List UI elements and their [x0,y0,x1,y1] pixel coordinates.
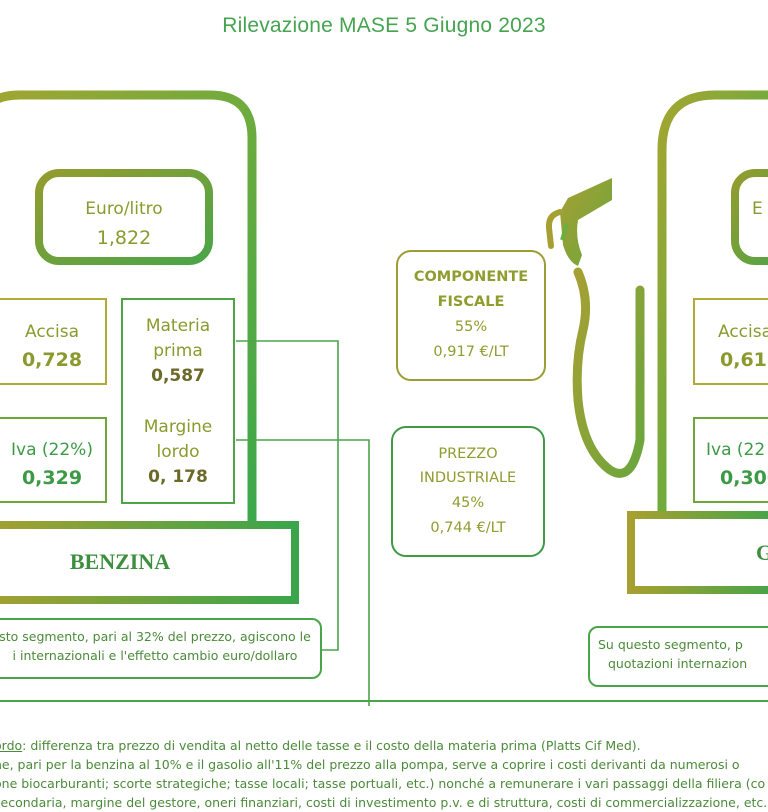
gasolio-accisa-label: Accisa [718,322,768,342]
footer-text: ordo: differenza tra prezzo di vendita a… [0,736,768,812]
footer-term: ordo [0,738,23,753]
componente-fiscale-label-2: FISCALE [437,294,505,310]
margine-label-1: Margine [143,417,213,437]
prezzo-industriale-percent: 45% [451,495,485,511]
benzina-base [0,521,299,604]
page-title: Rilevazione MASE 5 Giugno 2023 [222,14,546,37]
materia-prima-value: 0,587 [151,366,205,386]
footer-line-4: secondaria, margine del gestore, oneri f… [0,795,768,810]
gasolio-base [627,511,768,594]
prezzo-industriale-box [391,426,545,557]
footer-line-1: ordo: differenza tra prezzo di vendita a… [0,736,768,755]
iva-value: 0,329 [21,467,83,489]
accisa-box [0,298,107,385]
materia-prima-label-2: prima [153,341,203,361]
benzina-note-box [0,618,322,679]
gasolio-note-box [588,626,768,687]
gasolio-name: G [756,540,768,565]
gasolio-iva-box [693,417,768,503]
componente-fiscale-label-1: COMPONENTE [413,269,529,285]
gasolio-accisa-value: 0,617 [720,349,768,371]
gasolio-euro-litro-label: E [752,199,763,219]
benzina-name: BENZINA [69,549,171,574]
prezzo-industriale-components-box [121,298,235,504]
gasolio-iva-label: Iva (22 [706,440,766,460]
prezzo-industriale-label-1: PREZZO [438,446,498,462]
benzina-pump-body [0,90,257,525]
gasolio-note-line-1: Su questo segmento, p [598,637,743,652]
materia-prima-label-1: Materia [145,316,211,336]
nozzle-icon [545,178,645,478]
margine-value: 0, 178 [148,467,208,487]
iva-box [0,417,107,503]
margine-label-2: lordo [156,442,200,462]
gasolio-accisa-box [693,298,768,385]
gasolio-iva-value: 0,300 [720,467,768,489]
benzina-display-box [35,169,213,265]
footer-line-1-text: : differenza tra prezzo di vendita al ne… [22,738,641,753]
footer-box [0,700,768,702]
benzina-note-line-2: i internazionali e l'effetto cambio euro… [12,648,298,663]
iva-label: Iva (22%) [11,440,93,460]
benzina-euro-litro-value: 1,822 [96,227,152,249]
gasolio-pump-body [657,90,768,515]
gasolio-display-box [731,169,768,265]
gasolio-note-line-2: quotazioni internazion [608,656,748,671]
footer-line-3: one biocarburanti; scorte strategiche; t… [0,776,766,791]
componente-fiscale-box [396,250,546,381]
prezzo-industriale-value: 0,744 €/LT [430,520,506,536]
benzina-euro-litro-label: Euro/litro [85,199,163,219]
accisa-value: 0,728 [21,349,83,371]
accisa-label: Accisa [24,322,80,342]
footer-line-2: ne, pari per la benzina al 10% e il gaso… [0,757,740,772]
benzina-note-line-1: sto segmento, pari al 32% del prezzo, ag… [0,629,311,644]
componente-fiscale-value: 0,917 €/LT [433,344,509,360]
componente-fiscale-percent: 55% [454,319,488,335]
prezzo-industriale-label-2: INDUSTRIALE [419,470,517,486]
